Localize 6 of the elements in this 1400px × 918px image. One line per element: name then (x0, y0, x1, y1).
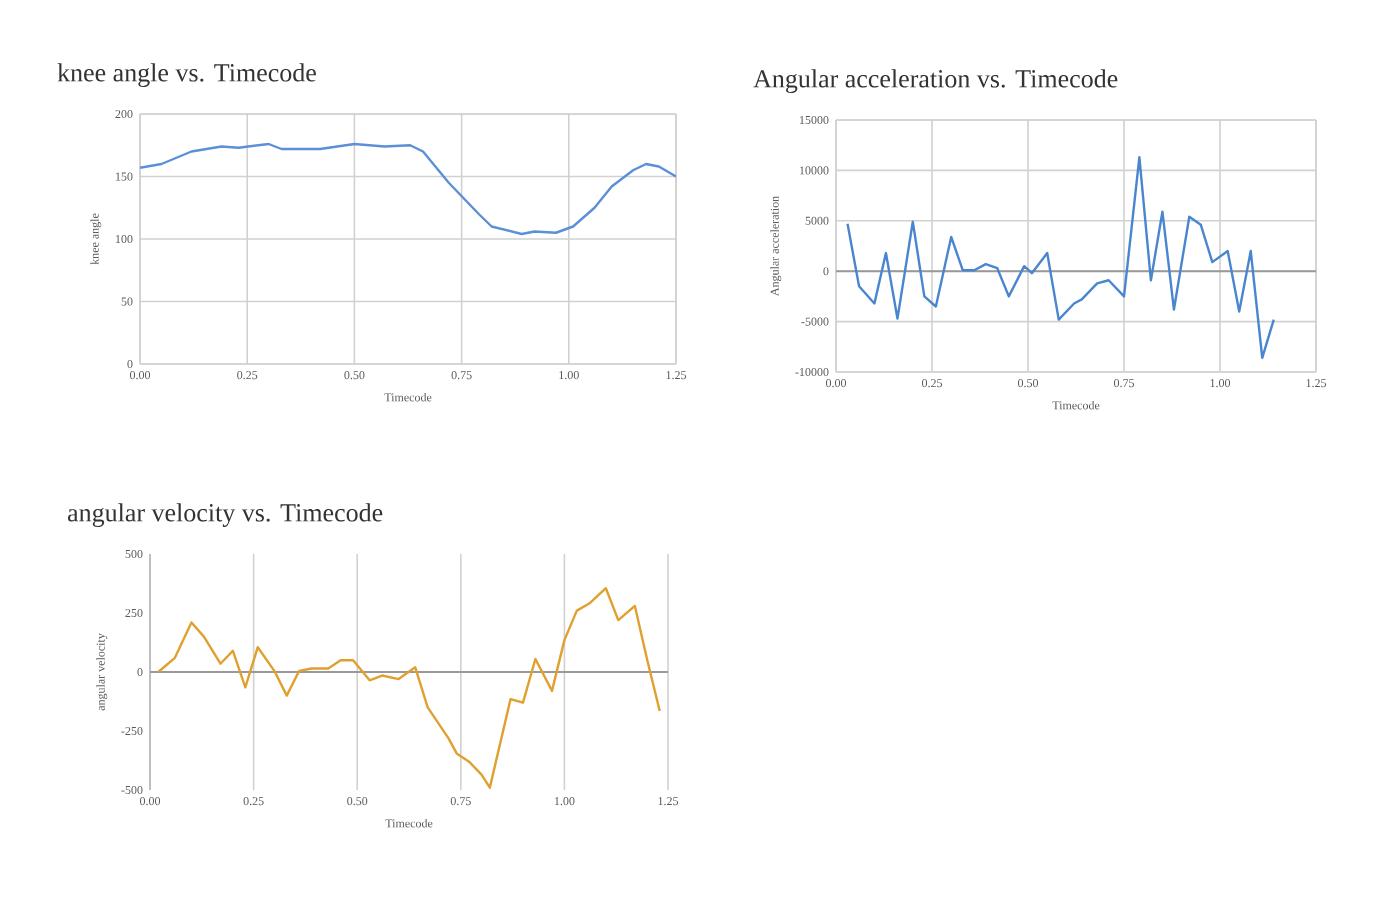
line-series (846, 156, 1275, 360)
line-series (140, 142, 677, 236)
line-series (157, 587, 661, 789)
chart-title: Angular acceleration vs. Timecode (753, 69, 1118, 93)
chart-title: angular velocity vs. Timecode (67, 503, 383, 527)
chart-title: knee angle vs. Timecode (57, 63, 316, 87)
